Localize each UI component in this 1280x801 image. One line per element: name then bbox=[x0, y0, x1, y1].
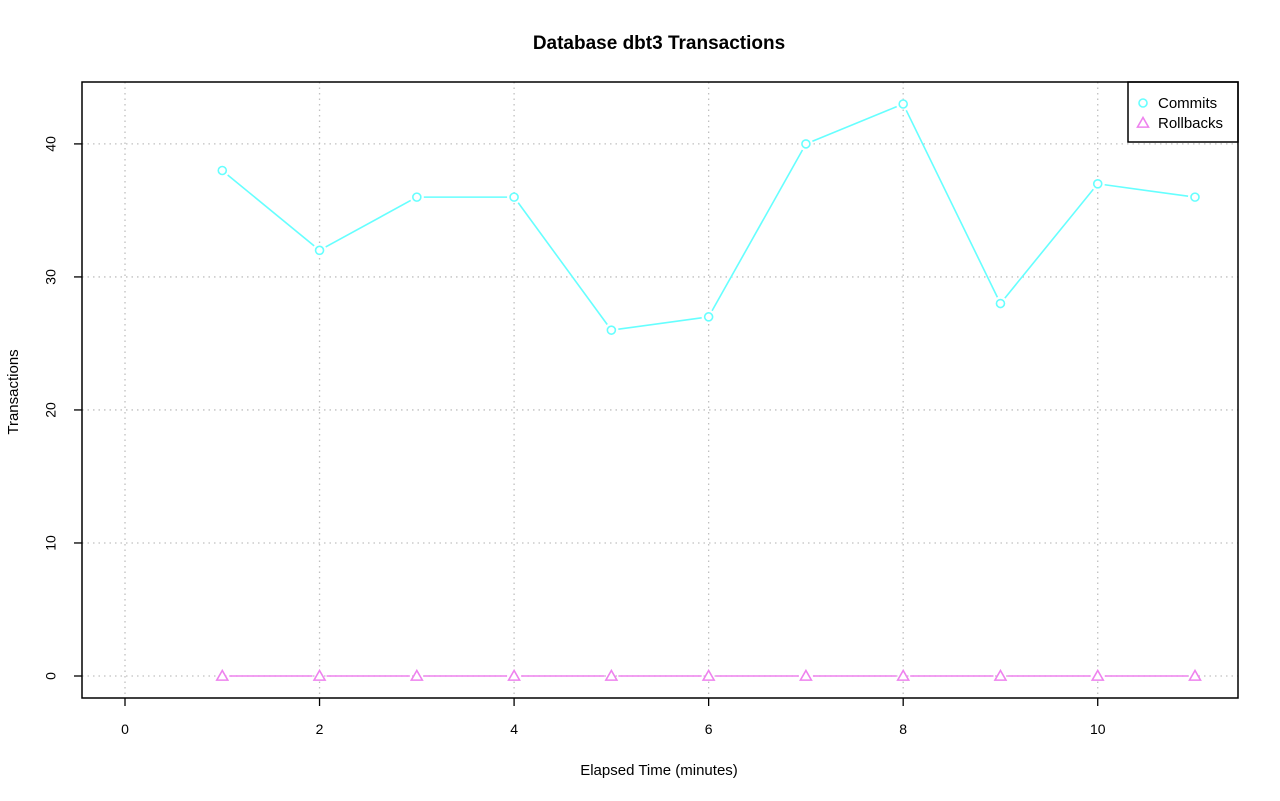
rollbacks-point bbox=[701, 668, 716, 681]
y-axis-label: Transactions bbox=[5, 349, 22, 434]
y-tick-label: 0 bbox=[43, 672, 59, 680]
legend-box bbox=[1127, 81, 1239, 143]
y-axis: 0 10 20 30 40 bbox=[43, 136, 82, 680]
commits-point bbox=[703, 312, 714, 322]
legend-commits-marker bbox=[1138, 98, 1148, 108]
legend-commits-label: Commits bbox=[1158, 95, 1217, 112]
commits-point bbox=[898, 99, 908, 109]
commits-line-segment bbox=[325, 199, 412, 248]
commits-point bbox=[412, 192, 422, 202]
rollbacks-point bbox=[409, 668, 424, 681]
commits-point bbox=[509, 192, 519, 202]
y-tick-label: 30 bbox=[43, 269, 59, 285]
rollbacks-point bbox=[604, 668, 619, 681]
commits-line-segment bbox=[517, 202, 608, 325]
x-tick-label: 6 bbox=[705, 721, 713, 737]
commits-point bbox=[995, 298, 1006, 309]
rollbacks-point bbox=[215, 668, 230, 681]
commits-line-segment bbox=[905, 109, 999, 298]
rollbacks-point bbox=[799, 668, 813, 681]
y-tick-label: 20 bbox=[43, 402, 59, 418]
series-layer bbox=[215, 99, 1202, 681]
commits-line-segment bbox=[618, 316, 702, 330]
commits-point bbox=[1190, 192, 1200, 202]
commits-line-segment bbox=[711, 149, 804, 312]
x-tick-label: 0 bbox=[121, 721, 129, 737]
x-axis: 0 2 4 6 8 10 bbox=[121, 698, 1106, 737]
legend-rollbacks-label: Rollbacks bbox=[1158, 115, 1223, 132]
series-commits bbox=[217, 99, 1200, 335]
x-axis-label: Elapsed Time (minutes) bbox=[580, 762, 738, 779]
commits-line-segment bbox=[1004, 188, 1094, 299]
x-tick-label: 2 bbox=[316, 721, 324, 737]
x-tick-label: 4 bbox=[510, 721, 518, 737]
rollbacks-point bbox=[312, 668, 327, 681]
y-tick-label: 40 bbox=[43, 136, 59, 152]
commits-line-segment bbox=[812, 105, 898, 142]
commits-line-segment bbox=[1104, 183, 1189, 197]
commits-point bbox=[801, 139, 811, 149]
legend-rollbacks-marker bbox=[1136, 115, 1150, 128]
x-tick-label: 10 bbox=[1090, 721, 1106, 737]
rollbacks-point bbox=[1188, 668, 1202, 681]
series-rollbacks bbox=[215, 668, 1202, 681]
commits-point bbox=[606, 325, 617, 335]
commits-line-segment bbox=[227, 174, 315, 247]
grid-lines bbox=[82, 82, 1238, 698]
commits-point bbox=[217, 165, 228, 176]
commits-point bbox=[1092, 179, 1103, 189]
rollbacks-point bbox=[896, 668, 911, 681]
rollbacks-point bbox=[1090, 668, 1105, 681]
plot-frame bbox=[81, 81, 1239, 699]
rollbacks-point bbox=[507, 668, 521, 681]
y-tick-label: 10 bbox=[43, 535, 59, 551]
x-tick-label: 8 bbox=[899, 721, 907, 737]
chart-title: Database dbt3 Transactions bbox=[533, 33, 785, 54]
legend: Commits Rollbacks bbox=[1127, 81, 1239, 143]
commits-point bbox=[314, 245, 325, 256]
rollbacks-point bbox=[993, 668, 1008, 681]
